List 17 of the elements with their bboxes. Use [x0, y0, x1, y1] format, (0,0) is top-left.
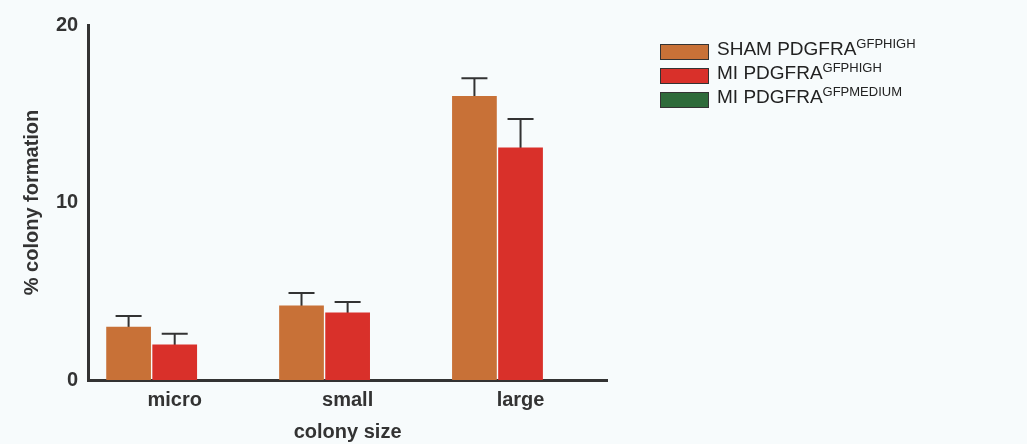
bar [452, 96, 497, 380]
legend-label: MI PDGFRA$^{GFPMEDIUM}$ [717, 83, 903, 109]
y-tick-label: 20 [56, 12, 79, 35]
x-axis-title: colony size [293, 419, 402, 442]
bar [106, 326, 151, 380]
x-tick-label: small [322, 387, 374, 410]
x-tick-label: micro [147, 387, 202, 410]
bar [279, 305, 324, 380]
bar [498, 147, 543, 380]
legend-label: MI PDGFRA$^{GFPHIGH}$ [717, 59, 882, 85]
legend-label: SHAM PDGFRA$^{GFPHIGH}$ [717, 35, 916, 61]
y-tick-label: 10 [56, 190, 79, 213]
y-tick-label: 0 [67, 367, 79, 390]
y-axis-title: % colony formation [19, 109, 42, 296]
bar [152, 344, 198, 380]
x-tick-label: large [496, 387, 545, 410]
bar [325, 312, 370, 380]
